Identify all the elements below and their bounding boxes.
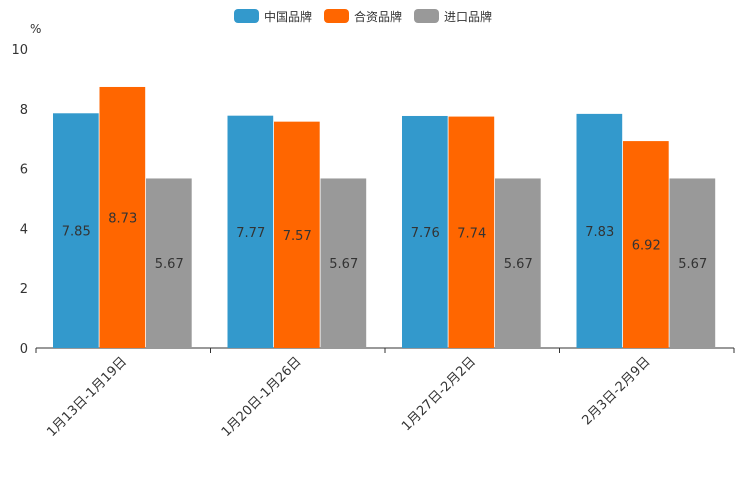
data-label: 7.83 [585, 225, 614, 240]
legend-label: 合资品牌 [354, 9, 402, 24]
y-axis-unit: % [30, 22, 41, 36]
y-tick-label: 0 [20, 342, 28, 357]
data-label: 5.67 [678, 257, 707, 272]
bar [669, 178, 716, 348]
x-tick-label: 1月13日-1月19日 [44, 354, 130, 440]
y-tick-label: 2 [20, 282, 28, 297]
bar [623, 141, 669, 348]
data-label: 5.67 [504, 257, 533, 272]
bar [53, 113, 99, 348]
x-tick-label: 1月27日-2月2日 [399, 354, 479, 434]
x-tick-label: 1月20日-1月26日 [219, 354, 305, 440]
legend-swatch [234, 9, 259, 23]
bar [576, 113, 623, 349]
bar [448, 116, 495, 348]
legend-label: 中国品牌 [264, 9, 312, 24]
bar [320, 178, 367, 348]
data-label: 6.92 [632, 239, 661, 254]
bar [99, 86, 146, 349]
data-label: 7.76 [411, 226, 440, 241]
y-tick-label: 6 [20, 163, 28, 178]
y-tick-label: 4 [20, 222, 28, 237]
x-tick-label: 2月3日-2月9日 [579, 354, 653, 428]
data-label: 7.74 [457, 226, 486, 241]
data-label: 7.85 [62, 225, 91, 240]
bar [402, 115, 448, 348]
data-label: 5.67 [155, 257, 184, 272]
data-label: 8.73 [108, 211, 137, 226]
data-label: 7.77 [236, 226, 265, 241]
bar [495, 178, 541, 348]
data-label: 7.57 [283, 229, 312, 244]
y-tick-label: 10 [11, 43, 28, 58]
legend-swatch [414, 9, 439, 23]
y-tick-label: 8 [20, 103, 28, 118]
legend-swatch [324, 9, 349, 23]
legend-label: 进口品牌 [444, 10, 492, 24]
bar [146, 178, 192, 348]
data-label: 5.67 [329, 257, 358, 272]
bar [274, 121, 320, 348]
bar [227, 115, 274, 348]
